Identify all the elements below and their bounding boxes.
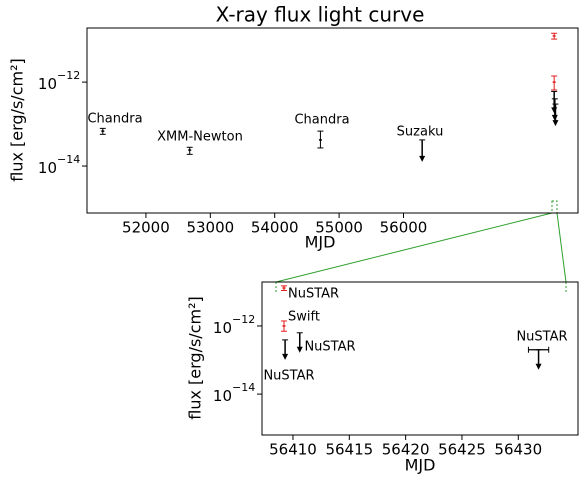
limit-arrow — [535, 363, 542, 370]
plot-frame — [261, 281, 579, 436]
zoom-line — [275, 212, 553, 283]
y-axis-label: flux [erg/s/cm²] — [8, 58, 27, 181]
x-tick-label: 56410 — [269, 441, 317, 459]
annotation: XMM-Newton — [157, 130, 243, 145]
x-tick-label: 56000 — [380, 219, 428, 237]
x-tick-label: 56420 — [382, 441, 430, 459]
y-tick-label: 10 — [213, 387, 232, 405]
error-bar — [551, 32, 558, 40]
x-axis-label: MJD — [305, 233, 336, 252]
x-tick-label: 56415 — [325, 441, 373, 459]
annotation: Suzaku — [397, 125, 444, 140]
error-bar — [186, 146, 193, 155]
annotation: NuSTAR — [516, 330, 567, 345]
annotation: Chandra — [294, 113, 349, 128]
tick-exponent: −14 — [232, 381, 255, 394]
annotation: Chandra — [87, 112, 142, 127]
annotation: NuSTAR — [263, 369, 314, 384]
x-tick-label: 56430 — [494, 441, 542, 459]
y-tick-label: 10 — [38, 159, 57, 177]
x-tick-label: 56425 — [438, 441, 486, 459]
error-bar — [280, 285, 287, 291]
chart-title: X-ray flux light curve — [216, 3, 425, 27]
tick-exponent: −12 — [57, 69, 80, 82]
tick-exponent: −12 — [232, 313, 255, 326]
tick-base: 10 — [213, 387, 232, 405]
limit-arrow — [552, 120, 559, 127]
y-tick-label: 10 — [38, 75, 57, 93]
zoom-line — [556, 212, 567, 283]
x-tick-label: 52000 — [122, 219, 170, 237]
y-axis-label: flux [erg/s/cm²] — [186, 296, 205, 419]
upper-limit — [552, 103, 559, 127]
x-tick-label: 53000 — [186, 219, 234, 237]
zoom-box — [551, 200, 558, 214]
x-tick-label: 55000 — [315, 219, 363, 237]
error-bar — [280, 320, 287, 332]
error-bar — [99, 127, 106, 135]
x-tick-label: 54000 — [251, 219, 299, 237]
upper-limit — [419, 139, 426, 162]
tick-exponent: −14 — [57, 153, 80, 166]
error-bar — [551, 75, 558, 91]
annotation: NuSTAR — [288, 287, 339, 302]
error-bar — [317, 130, 324, 149]
limit-arrow — [419, 155, 426, 162]
upper-limit — [296, 332, 303, 353]
annotation: NuSTAR — [304, 340, 355, 355]
limit-arrow — [282, 353, 289, 360]
tick-base: 10 — [213, 318, 232, 336]
plot-frame — [86, 27, 579, 214]
limit-arrow — [296, 346, 303, 353]
zoom-connector — [275, 200, 567, 294]
tick-base: 10 — [38, 75, 57, 93]
annotation: Swift — [288, 310, 320, 325]
y-tick-label: 10 — [213, 318, 232, 336]
upper-limit — [527, 346, 550, 370]
tick-base: 10 — [38, 159, 57, 177]
upper-limit — [282, 339, 289, 360]
x-axis-label: MJD — [405, 456, 436, 475]
